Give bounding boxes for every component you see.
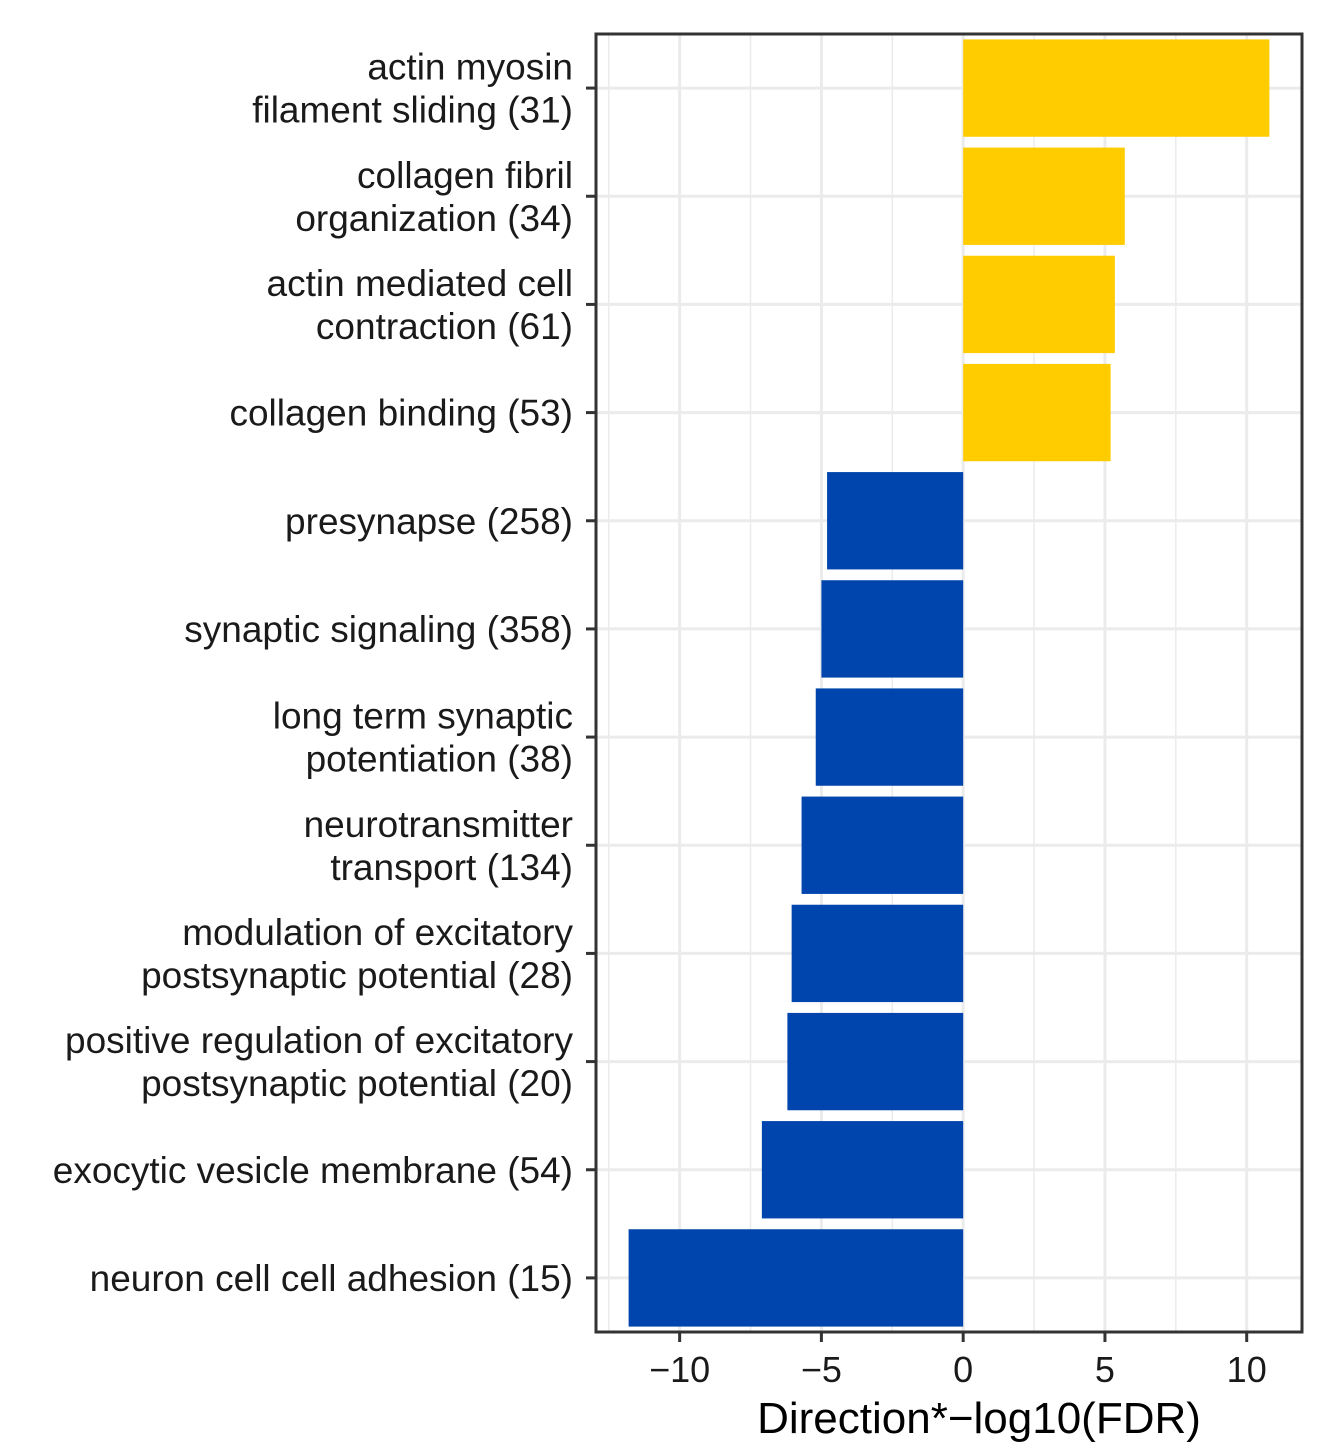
bar-12	[628, 1229, 964, 1327]
category-label-line: filament sliding (31)	[252, 90, 573, 131]
category-label-line: transport (134)	[330, 847, 573, 888]
category-label: actin myosin filament sliding (31)	[252, 47, 573, 131]
category-label: modulation of excitatory postsynaptic pot…	[141, 912, 573, 996]
category-label: actin mediated cell contraction (61)	[267, 263, 573, 347]
category-label-line: postsynaptic potential (20)	[141, 1063, 573, 1104]
category-label: long term synaptic potentiation (38)	[273, 696, 573, 780]
category-label: synaptic signaling (358)	[184, 609, 573, 650]
category-label-line: collagen binding (53)	[229, 393, 573, 434]
category-label: presynapse (258)	[285, 501, 573, 542]
bar-5	[827, 472, 964, 570]
x-tick-label: 0	[953, 1349, 973, 1390]
x-tick-label: −10	[649, 1349, 710, 1390]
category-label-line: collagen fibril	[357, 155, 573, 196]
category-label-line: actin myosin	[367, 47, 573, 88]
bar-7	[815, 688, 964, 786]
category-label-line: potentiation (38)	[306, 739, 573, 780]
bar-6	[821, 580, 964, 678]
bar-4	[963, 363, 1111, 462]
bar-9	[791, 904, 964, 1003]
category-label-line: exocytic vesicle membrane (54)	[53, 1150, 573, 1191]
category-label-line: contraction (61)	[316, 306, 573, 347]
category-label-line: actin mediated cell	[267, 263, 573, 304]
category-label-line: postsynaptic potential (28)	[141, 955, 573, 996]
category-label-line: synaptic signaling (358)	[184, 609, 573, 650]
category-label: collagen fibril organization (34)	[295, 155, 573, 239]
bar-11	[761, 1121, 964, 1219]
bar-8	[801, 796, 964, 894]
panel-border	[594, 32, 1304, 1334]
bar-2	[963, 147, 1125, 245]
bar-3	[963, 255, 1115, 354]
x-tick-label: −5	[801, 1349, 842, 1390]
category-label-line: long term synaptic	[273, 696, 573, 737]
category-label: collagen binding (53)	[229, 393, 573, 434]
category-label: neuron cell cell adhesion (15)	[90, 1258, 573, 1299]
category-label-line: neuron cell cell adhesion (15)	[90, 1258, 573, 1299]
x-tick-label: 5	[1095, 1349, 1115, 1390]
category-label: exocytic vesicle membrane (54)	[53, 1150, 573, 1191]
bar-10	[787, 1012, 964, 1111]
category-label-line: presynapse (258)	[285, 501, 573, 542]
category-label-line: positive regulation of excitatory	[65, 1020, 573, 1061]
x-axis-title: Direction*−log10(FDR)	[757, 1394, 1201, 1443]
x-tick-label: 10	[1227, 1349, 1267, 1390]
bar-1	[963, 39, 1270, 137]
category-label-line: organization (34)	[295, 198, 573, 239]
category-label: positive regulation of excitatory postsyn…	[65, 1020, 573, 1104]
category-label-line: neurotransmitter	[304, 804, 573, 845]
category-label: neurotransmitter transport (134)	[304, 804, 573, 888]
category-label-line: modulation of excitatory	[182, 912, 573, 953]
